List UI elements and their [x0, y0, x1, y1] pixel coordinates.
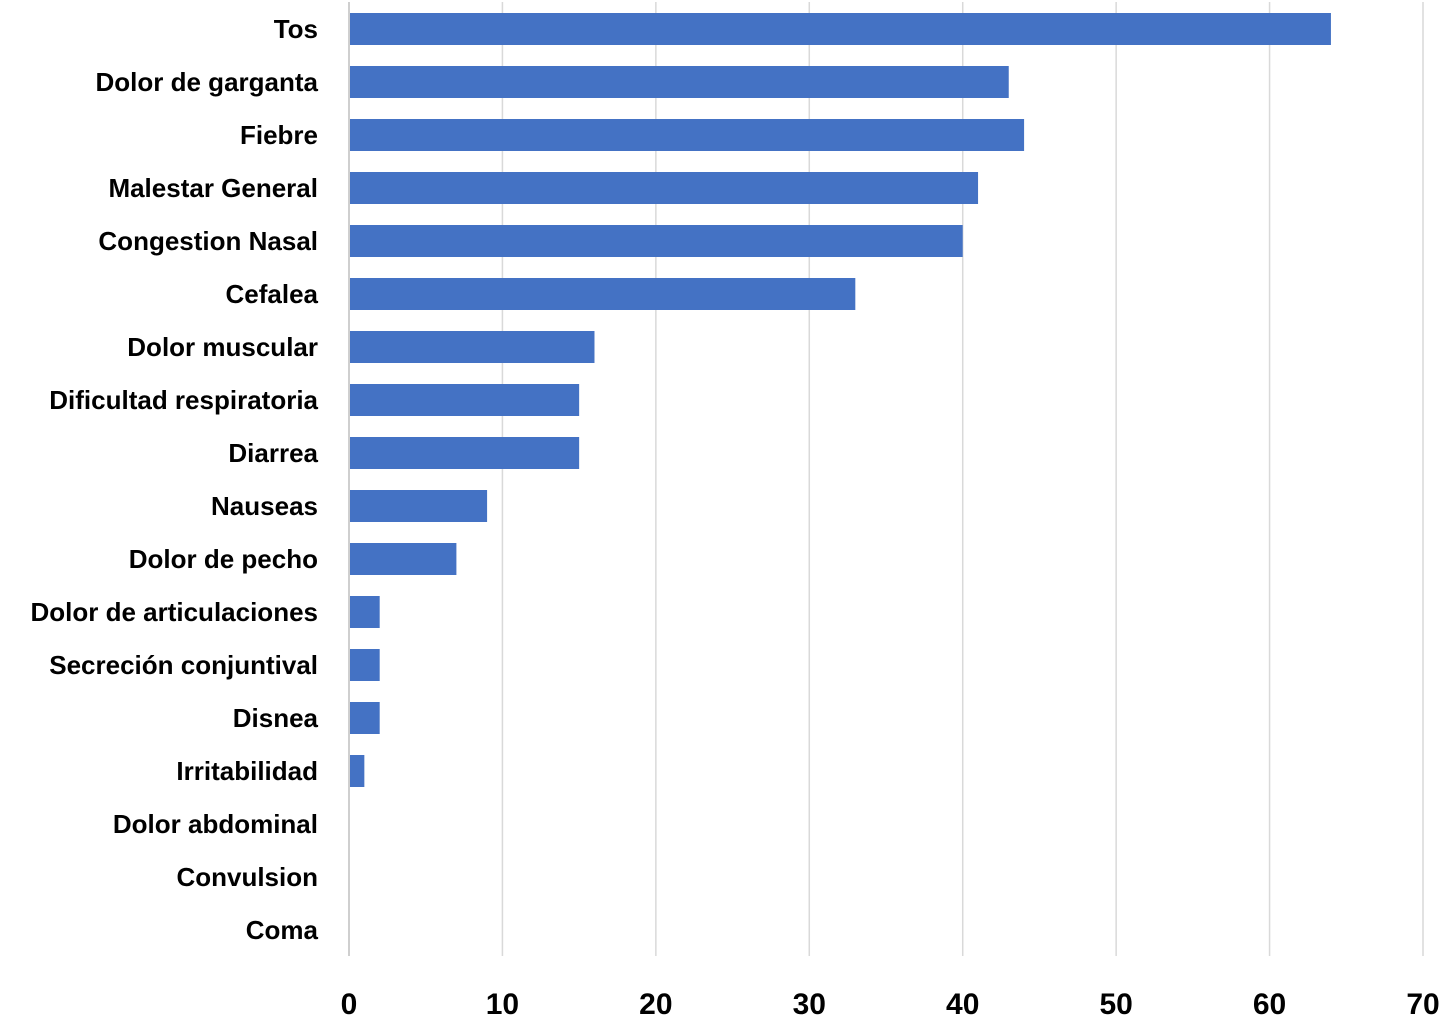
category-label: Dolor de garganta [96, 67, 319, 97]
category-label: Malestar General [108, 173, 318, 203]
x-tick-label: 30 [793, 988, 826, 1020]
bar [350, 278, 856, 310]
bar [350, 490, 488, 522]
bar [350, 543, 457, 575]
category-label: Coma [246, 915, 319, 945]
bars [350, 13, 1331, 787]
category-label: Dolor de pecho [129, 544, 318, 574]
category-label: Diarrea [228, 438, 318, 468]
bar [350, 225, 963, 257]
category-label: Irritabilidad [176, 756, 318, 786]
x-tick-label: 70 [1406, 988, 1439, 1020]
category-label: Fiebre [240, 120, 318, 150]
bar [350, 702, 380, 734]
x-tick-label: 40 [946, 988, 979, 1020]
x-tick-label: 50 [1099, 988, 1132, 1020]
category-label: Dolor de articulaciones [30, 597, 318, 627]
category-label: Secreción conjuntival [49, 650, 318, 680]
category-label: Convulsion [176, 862, 318, 892]
bar [350, 331, 595, 363]
category-label: Tos [274, 14, 318, 44]
bar [350, 172, 979, 204]
category-label: Dolor muscular [127, 332, 318, 362]
bar [350, 596, 380, 628]
category-label: Congestion Nasal [98, 226, 318, 256]
x-tick-labels: 0 10 20 30 40 50 60 70 [341, 988, 1440, 1020]
category-label: Dificultad respiratoria [49, 385, 318, 415]
category-label: Dolor abdominal [113, 809, 318, 839]
x-tick-label: 20 [639, 988, 672, 1020]
category-label: Nauseas [211, 491, 318, 521]
x-tick-label: 0 [341, 988, 358, 1020]
bar [350, 755, 365, 787]
x-tick-label: 60 [1253, 988, 1286, 1020]
bar [350, 649, 380, 681]
bar [350, 384, 580, 416]
bar [350, 13, 1331, 45]
grid-lines [348, 2, 1424, 956]
category-labels: Tos Dolor de garganta Fiebre Malestar Gener… [30, 14, 318, 945]
bar [350, 66, 1009, 98]
category-label: Disnea [233, 703, 319, 733]
bar [350, 437, 580, 469]
bar [350, 119, 1025, 151]
category-label: Cefalea [226, 279, 319, 309]
x-tick-label: 10 [486, 988, 519, 1020]
